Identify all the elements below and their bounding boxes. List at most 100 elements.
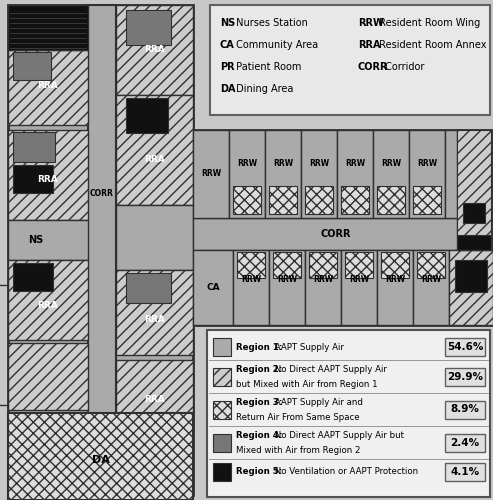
Bar (13, 132, 55, 162)
Bar (116, 360, 193, 435)
Text: CORR: CORR (358, 62, 388, 72)
Text: Region 5:: Region 5: (236, 468, 282, 476)
Text: RRW: RRW (237, 160, 257, 168)
Bar (445, 368, 485, 386)
Text: RRA: RRA (37, 300, 58, 310)
Text: No Ventilation or AAPT Protection: No Ventilation or AAPT Protection (272, 468, 418, 476)
Text: Mixed with Air from Region 2: Mixed with Air from Region 2 (236, 446, 360, 455)
Text: RRW: RRW (385, 275, 405, 284)
Bar (445, 434, 485, 452)
Bar (381, 252, 409, 278)
Bar (8, 343, 88, 410)
Bar (337, 130, 373, 218)
Text: RRW: RRW (309, 160, 329, 168)
Text: RRW: RRW (417, 160, 437, 168)
Bar (413, 186, 441, 214)
Text: RRW: RRW (277, 275, 297, 284)
Bar (88, 5, 116, 425)
Text: No Direct AAPT Supply Air: No Direct AAPT Supply Air (272, 365, 387, 374)
Bar (457, 130, 491, 250)
Bar (273, 252, 301, 278)
Bar (213, 463, 231, 481)
Bar (8, 130, 88, 220)
Bar (449, 250, 493, 325)
Text: Corridor: Corridor (382, 62, 424, 72)
Text: No Direct AAPT Supply Air but: No Direct AAPT Supply Air but (272, 431, 404, 440)
Bar (13, 165, 53, 193)
Bar (269, 186, 297, 214)
Text: RRW: RRW (273, 160, 293, 168)
Bar (269, 250, 305, 325)
Bar (8, 50, 88, 125)
Bar (207, 330, 490, 497)
Text: DA: DA (220, 84, 236, 94)
Bar (463, 203, 485, 223)
Bar (126, 10, 171, 45)
Bar (116, 270, 193, 355)
Text: Community Area: Community Area (233, 40, 318, 50)
Bar (413, 250, 449, 325)
Text: NS: NS (220, 18, 235, 28)
Bar (193, 130, 229, 218)
Text: DA: DA (92, 455, 109, 465)
Text: 29.9%: 29.9% (447, 372, 483, 382)
Text: RRW: RRW (381, 160, 401, 168)
Bar (445, 130, 481, 218)
Text: Dining Area: Dining Area (233, 84, 293, 94)
Bar (126, 273, 171, 303)
Bar (445, 400, 485, 418)
Bar (116, 205, 193, 270)
Bar (377, 250, 413, 325)
Text: AAPT Supply Air: AAPT Supply Air (272, 342, 344, 351)
Text: RRA: RRA (144, 316, 165, 324)
Text: RRW: RRW (421, 275, 441, 284)
Text: RRW: RRW (241, 275, 261, 284)
Text: Region 1:: Region 1: (236, 342, 282, 351)
Bar (409, 130, 445, 218)
Bar (126, 98, 168, 133)
Text: Region 3:: Region 3: (236, 398, 282, 407)
Text: RRW: RRW (345, 160, 365, 168)
Text: RRW: RRW (201, 170, 221, 178)
Bar (345, 252, 373, 278)
Bar (229, 130, 265, 218)
Bar (8, 413, 193, 500)
Bar (341, 186, 369, 214)
Text: but Mixed with Air from Region 1: but Mixed with Air from Region 1 (236, 380, 378, 389)
Bar (305, 250, 341, 325)
Bar (13, 52, 51, 80)
Bar (193, 250, 233, 325)
Bar (445, 338, 485, 356)
Text: Region 2:: Region 2: (236, 365, 282, 374)
Text: 2.4%: 2.4% (451, 438, 480, 448)
Text: RRA: RRA (37, 176, 58, 184)
Text: 54.6%: 54.6% (447, 342, 483, 352)
Text: RRA: RRA (37, 80, 58, 90)
Text: CA: CA (220, 40, 235, 50)
Text: Region 4:: Region 4: (236, 431, 282, 440)
Bar (213, 338, 231, 356)
Text: CORR: CORR (321, 229, 351, 239)
Text: RRW: RRW (349, 275, 369, 284)
Bar (213, 434, 231, 452)
Bar (233, 250, 269, 325)
Bar (455, 260, 487, 292)
Bar (210, 5, 490, 115)
Text: 8.9%: 8.9% (451, 404, 479, 414)
Text: Resident Room Wing: Resident Room Wing (377, 18, 481, 28)
Text: 4.1%: 4.1% (451, 467, 480, 477)
Bar (341, 250, 377, 325)
Text: Resident Room Annex: Resident Room Annex (377, 40, 487, 50)
Bar (8, 220, 88, 260)
Bar (301, 130, 337, 218)
Bar (8, 5, 193, 495)
Bar (116, 95, 193, 205)
Bar (237, 252, 265, 278)
Text: RRA: RRA (144, 46, 165, 54)
Bar (373, 130, 409, 218)
Bar (377, 186, 405, 214)
Text: CA: CA (206, 283, 220, 292)
Text: RRW: RRW (358, 18, 384, 28)
Bar (309, 252, 337, 278)
Bar (193, 130, 491, 325)
